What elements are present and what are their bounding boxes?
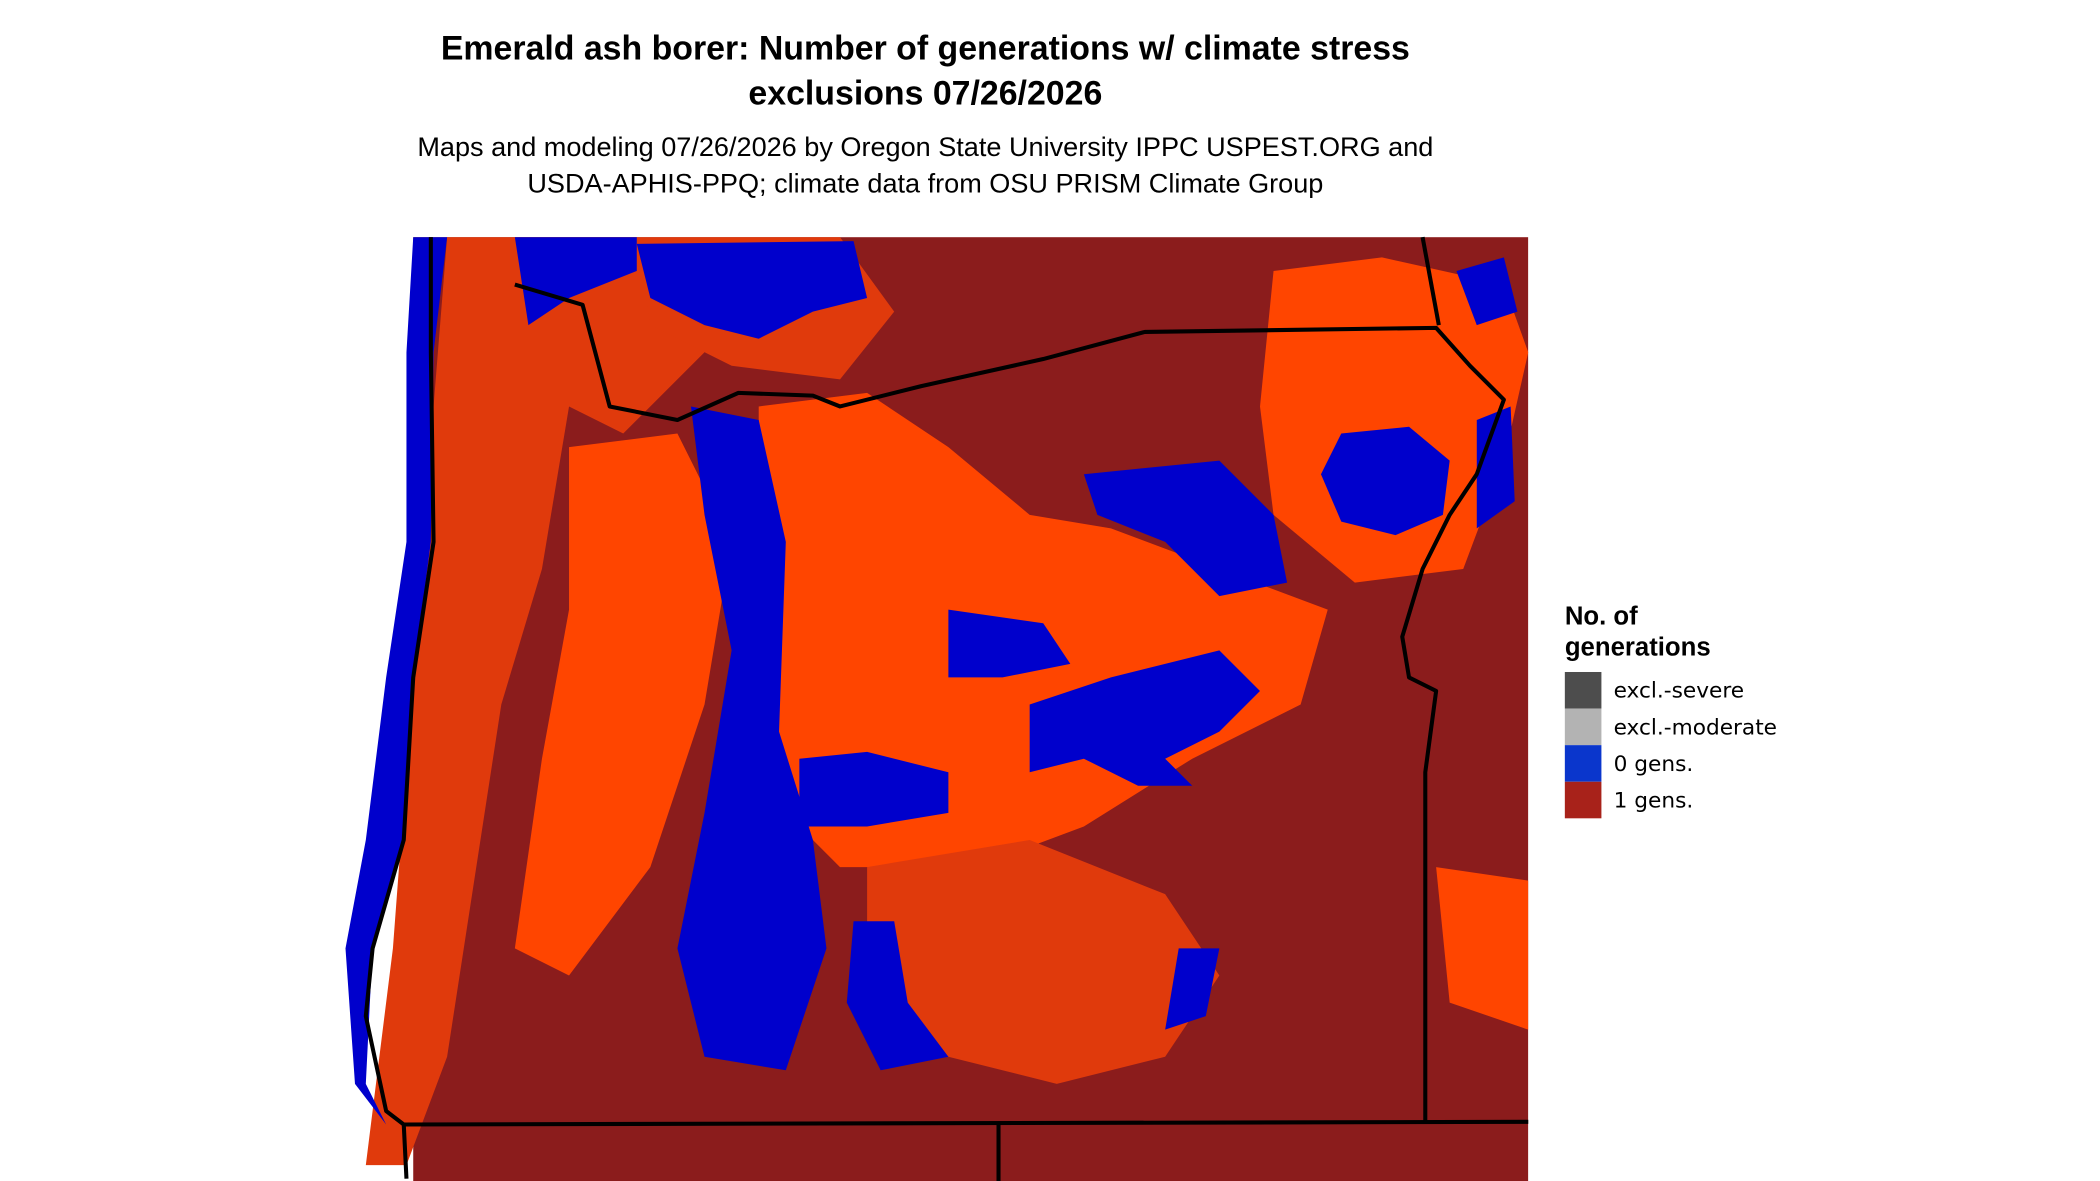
title: Emerald ash borer: Number of generations… <box>441 30 1410 68</box>
subtitle: USDA-APHIS-PPQ; climate data from OSU PR… <box>527 167 1323 198</box>
legend: excl.-severe excl.-moderate 0 gens. 1 gens. <box>1564 671 1777 819</box>
subtitle: Maps and modeling 07/26/2026 by Oregon S… <box>417 131 1433 162</box>
legend-swatch <box>1564 781 1602 819</box>
legend-title: generations <box>1565 634 1711 662</box>
legend-label: excl.-moderate <box>1614 715 1777 740</box>
legend-swatch <box>1564 708 1602 746</box>
map <box>345 236 1529 1181</box>
legend-label: 1 gens. <box>1614 788 1694 813</box>
title: exclusions 07/26/2026 <box>748 74 1102 112</box>
legend-swatch <box>1564 671 1602 709</box>
legend-label: excl.-severe <box>1614 679 1745 704</box>
legend-label: 0 gens. <box>1614 752 1694 777</box>
legend-title: No. of <box>1565 603 1638 631</box>
legend-swatch <box>1564 745 1602 782</box>
